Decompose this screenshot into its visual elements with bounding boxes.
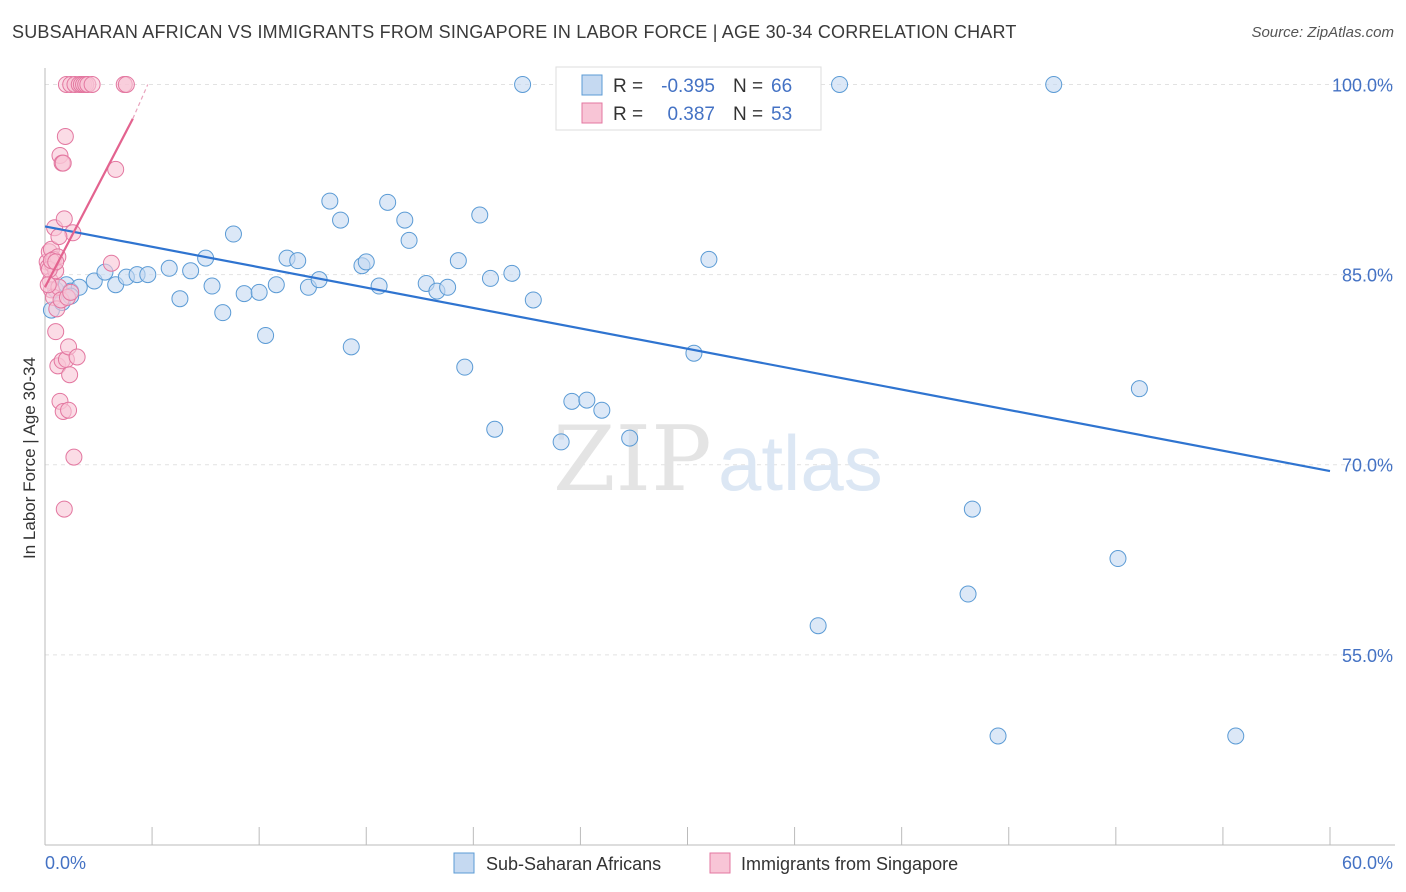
subsaharan-point-46 bbox=[524, 291, 542, 309]
trend-line-subsaharan bbox=[44, 225, 1331, 473]
subsaharan-point-13 bbox=[171, 290, 189, 308]
subsaharan-point-60 bbox=[989, 727, 1007, 745]
subsaharan-point-64 bbox=[1227, 727, 1245, 745]
y-tick-label-1: 85.0% bbox=[1342, 266, 1393, 286]
subsaharan-point-18 bbox=[224, 225, 242, 243]
singapore-point-44 bbox=[107, 160, 125, 178]
grid-lines bbox=[45, 83, 1395, 656]
subsaharan-point-39 bbox=[449, 252, 467, 270]
subsaharan-point-42 bbox=[481, 269, 499, 287]
singapore-point-23 bbox=[55, 210, 73, 228]
subsaharan-point-47 bbox=[552, 433, 570, 451]
subsaharan-point-34 bbox=[396, 211, 414, 229]
singapore-point-52 bbox=[39, 276, 57, 294]
bottom-legend-label-subsaharan: Sub-Saharan Africans bbox=[486, 854, 661, 874]
subsaharan-point-56 bbox=[809, 617, 827, 635]
subsaharan-point-41 bbox=[471, 206, 489, 224]
y-axis-label: In Labor Force | Age 30-34 bbox=[20, 357, 39, 559]
watermark-atlas: atlas bbox=[718, 419, 883, 507]
source-label: Source: ZipAtlas.com bbox=[1251, 24, 1394, 41]
subsaharan-point-17 bbox=[214, 304, 232, 322]
singapore-point-24 bbox=[56, 127, 74, 145]
subsaharan-point-51 bbox=[621, 429, 639, 447]
subsaharan-point-14 bbox=[182, 262, 200, 280]
subsaharan-point-50 bbox=[593, 401, 611, 419]
subsaharan-point-62 bbox=[1109, 550, 1127, 568]
legend-n-label-1: N = bbox=[733, 76, 763, 97]
legend-swatch-singapore bbox=[581, 102, 603, 124]
axes bbox=[44, 68, 1395, 846]
subsaharan-point-38 bbox=[439, 278, 457, 296]
subsaharan-point-20 bbox=[250, 283, 268, 301]
stats-legend: R = -0.395 N = 66 R = 0.387 N = 53 bbox=[555, 66, 822, 131]
legend-n-value-2: 53 bbox=[771, 104, 792, 125]
subsaharan-point-63 bbox=[1130, 380, 1148, 398]
singapore-point-34 bbox=[65, 448, 83, 466]
y-tick-label-3: 55.0% bbox=[1342, 646, 1393, 666]
y-axis-tick-labels: 100.0% 85.0% 70.0% 55.0% bbox=[1332, 75, 1393, 665]
subsaharan-point-24 bbox=[289, 252, 307, 270]
bottom-legend-swatch-singapore bbox=[709, 852, 731, 874]
subsaharan-point-49 bbox=[578, 391, 596, 409]
subsaharan-point-31 bbox=[357, 253, 375, 271]
singapore-point-36 bbox=[68, 348, 86, 366]
singapore-point-10 bbox=[47, 323, 65, 341]
singapore-point-22 bbox=[55, 500, 73, 518]
singapore-point-28 bbox=[60, 401, 78, 419]
x-tick-label-max: 60.0% bbox=[1342, 853, 1393, 873]
subsaharan-point-57 bbox=[831, 75, 849, 93]
legend-n-value-1: 66 bbox=[771, 76, 792, 97]
bottom-legend-swatch-subsaharan bbox=[453, 852, 475, 874]
subsaharan-point-35 bbox=[400, 231, 418, 249]
watermark: ZIP atlas bbox=[553, 407, 883, 512]
singapore-point-42 bbox=[83, 75, 101, 93]
subsaharan-point-61 bbox=[1045, 75, 1063, 93]
singapore-point-51 bbox=[54, 154, 72, 172]
bottom-legend: Sub-Saharan Africans Immigrants from Sin… bbox=[453, 852, 958, 874]
subsaharan-point-55 bbox=[700, 250, 718, 268]
y-tick-label-2: 70.0% bbox=[1342, 456, 1393, 476]
subsaharan-point-12 bbox=[160, 259, 178, 277]
subsaharan-point-16 bbox=[203, 277, 221, 295]
singapore-point-46 bbox=[117, 75, 135, 93]
subsaharan-point-43 bbox=[486, 420, 504, 438]
bottom-legend-label-singapore: Immigrants from Singapore bbox=[741, 854, 958, 874]
watermark-zip: ZIP bbox=[553, 407, 712, 512]
x-tick-label-min: 0.0% bbox=[45, 853, 86, 873]
subsaharan-point-11 bbox=[139, 266, 157, 284]
trend-line-singapore bbox=[44, 118, 134, 288]
subsaharan-point-48 bbox=[563, 392, 581, 410]
legend-r-value-2: 0.387 bbox=[667, 104, 715, 125]
legend-n-label-2: N = bbox=[733, 104, 763, 125]
subsaharan-point-19 bbox=[235, 285, 253, 303]
singapore-point-30 bbox=[61, 366, 79, 384]
subsaharan-point-27 bbox=[321, 192, 339, 210]
subsaharan-point-28 bbox=[332, 211, 350, 229]
legend-r-value-1: -0.395 bbox=[661, 76, 715, 97]
y-tick-label-0: 100.0% bbox=[1332, 75, 1393, 95]
singapore-point-32 bbox=[62, 283, 80, 301]
legend-r-label-1: R = bbox=[613, 76, 643, 97]
subsaharan-point-58 bbox=[959, 585, 977, 603]
legend-swatch-subsaharan bbox=[581, 74, 603, 96]
subsaharan-point-22 bbox=[267, 276, 285, 294]
trend-line-singapore-extension bbox=[132, 84, 149, 119]
subsaharan-point-45 bbox=[514, 75, 532, 93]
subsaharan-point-44 bbox=[503, 264, 521, 282]
subsaharan-point-40 bbox=[456, 358, 474, 376]
subsaharan-point-54 bbox=[685, 344, 703, 362]
subsaharan-point-59 bbox=[963, 500, 981, 518]
trend-lines bbox=[44, 84, 1331, 473]
subsaharan-point-29 bbox=[342, 338, 360, 356]
chart-title: SUBSAHARAN AFRICAN VS IMMIGRANTS FROM SI… bbox=[12, 22, 1017, 42]
subsaharan-point-21 bbox=[257, 326, 275, 344]
legend-r-label-2: R = bbox=[613, 104, 643, 125]
subsaharan-point-33 bbox=[379, 193, 397, 211]
x-axis-ticks bbox=[44, 827, 1331, 845]
singapore-point-43 bbox=[102, 254, 120, 272]
